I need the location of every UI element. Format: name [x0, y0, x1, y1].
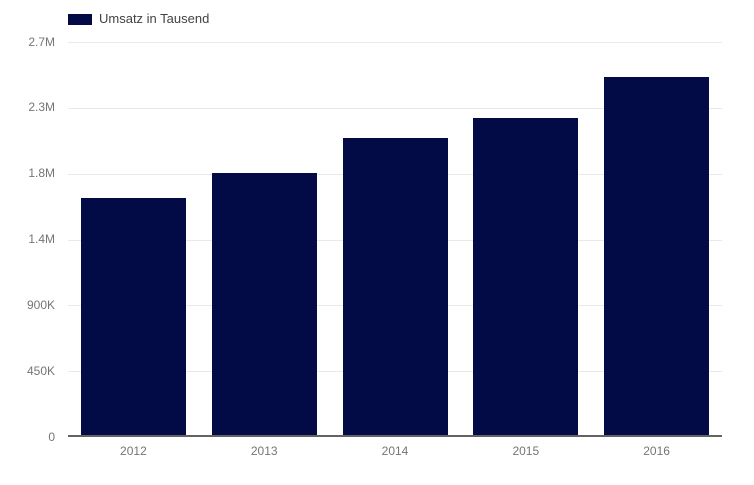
legend-swatch-icon	[68, 13, 92, 25]
y-tick-label-0: 0	[48, 429, 55, 444]
x-tick-label-2013: 2013	[250, 444, 278, 458]
legend-label: Umsatz in Tausend	[99, 11, 210, 26]
bar-2016[interactable]	[604, 76, 710, 435]
legend: Umsatz in Tausend	[68, 11, 209, 27]
x-tick-label-2016: 2016	[643, 444, 670, 458]
y-tick-label-1.8M: 1.8M	[28, 166, 55, 181]
y-tick-label-2.3M: 2.3M	[28, 100, 55, 115]
x-axis: 2012 2013 2014 2015 2016	[68, 444, 722, 460]
plot-area	[68, 42, 722, 437]
gridline-2.7M	[68, 42, 722, 43]
y-tick-label-1.4M: 1.4M	[28, 232, 55, 246]
y-tick-label-2.7M: 2.7M	[28, 34, 55, 49]
x-tick-label-2015: 2015	[512, 444, 540, 458]
bar-2014[interactable]	[342, 138, 448, 435]
bar-2012[interactable]	[80, 198, 186, 435]
y-axis: 0 450K 900K 1.4M 1.8M 2.3M 2.7M	[0, 35, 55, 444]
x-tick-label-2014: 2014	[381, 444, 409, 458]
bar-2015[interactable]	[473, 117, 579, 435]
y-tick-label-450K: 450K	[26, 363, 55, 378]
x-tick-label-2012: 2012	[120, 444, 147, 458]
y-tick-label-900K: 900K	[26, 297, 55, 312]
gridline-2.3M	[68, 107, 722, 109]
bar-2013[interactable]	[211, 173, 317, 435]
